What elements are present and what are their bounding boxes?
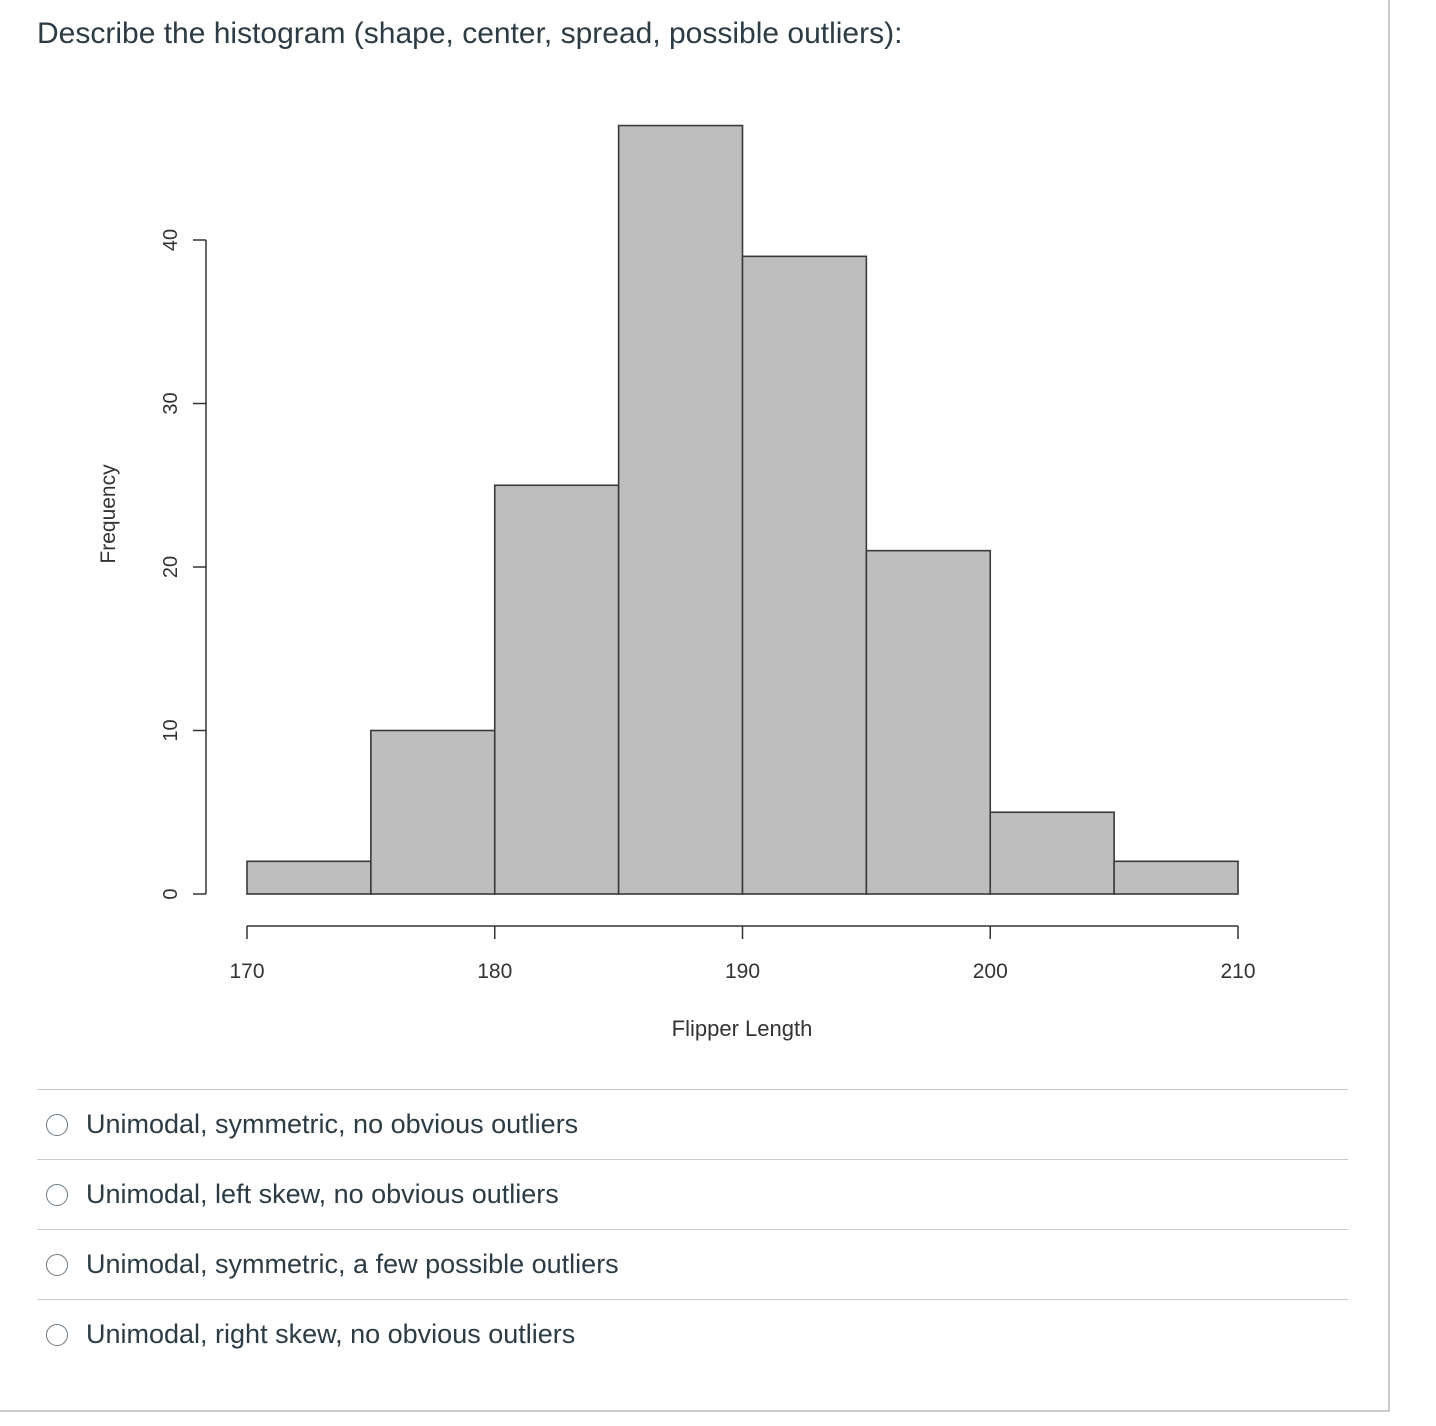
x-tick-label-170: 170 bbox=[229, 960, 264, 983]
answer-label-2: Unimodal, left skew, no obvious outliers bbox=[86, 1179, 559, 1209]
y-axis-label: Frequency bbox=[97, 464, 120, 564]
answer-option-1[interactable]: Unimodal, symmetric, no obvious outliers bbox=[37, 1089, 1348, 1159]
radio-button-3[interactable] bbox=[46, 1253, 68, 1276]
histogram-bar-6 bbox=[865, 549, 992, 895]
answer-label-1: Unimodal, symmetric, no obvious outliers bbox=[86, 1109, 579, 1139]
answer-option-3[interactable]: Unimodal, symmetric, a few possible outl… bbox=[37, 1229, 1348, 1299]
answer-list: Unimodal, symmetric, no obvious outliers… bbox=[37, 1089, 1348, 1369]
x-tick-label-210: 210 bbox=[1220, 960, 1255, 983]
y-tick-label-0: 0 bbox=[160, 888, 182, 899]
radio-button-4[interactable] bbox=[46, 1323, 68, 1346]
y-tick-label-20: 20 bbox=[160, 556, 182, 578]
y-axis: 0 10 20 30 40 bbox=[160, 229, 207, 900]
x-tick-label-200: 200 bbox=[973, 960, 1008, 983]
histogram-chart: 0 10 20 30 40 170 180 190 200 210 Frequency Flip… bbox=[97, 124, 1256, 1041]
x-axis-label: Flipper Length bbox=[672, 1016, 813, 1041]
answer-label-3: Unimodal, symmetric, a few possible outl… bbox=[86, 1249, 619, 1279]
question-container bbox=[0, 0, 1390, 1412]
x-axis: 170 180 190 200 210 bbox=[229, 925, 1256, 983]
histogram-bar-5 bbox=[741, 255, 868, 895]
histogram-bars bbox=[246, 124, 1239, 895]
histogram-bar-4 bbox=[617, 124, 744, 895]
x-tick-label-190: 190 bbox=[725, 960, 760, 983]
radio-button-2[interactable] bbox=[46, 1183, 68, 1206]
x-tick-label-180: 180 bbox=[477, 960, 512, 983]
question-text: Describe the histogram (shape, center, s… bbox=[37, 17, 903, 50]
radio-button-1[interactable] bbox=[46, 1113, 68, 1136]
histogram-bar-7 bbox=[989, 811, 1115, 895]
answer-label-4: Unimodal, right skew, no obvious outlier… bbox=[86, 1319, 576, 1349]
answer-option-4[interactable]: Unimodal, right skew, no obvious outlier… bbox=[37, 1299, 1348, 1369]
histogram-bar-8 bbox=[1113, 860, 1239, 895]
y-tick-label-40: 40 bbox=[160, 229, 182, 251]
histogram-bar-1 bbox=[246, 860, 372, 895]
answer-option-2[interactable]: Unimodal, left skew, no obvious outliers bbox=[37, 1159, 1348, 1229]
y-tick-label-30: 30 bbox=[160, 392, 182, 414]
histogram-bar-3 bbox=[493, 484, 620, 895]
histogram-bar-2 bbox=[370, 729, 496, 895]
y-tick-label-10: 10 bbox=[160, 719, 182, 741]
